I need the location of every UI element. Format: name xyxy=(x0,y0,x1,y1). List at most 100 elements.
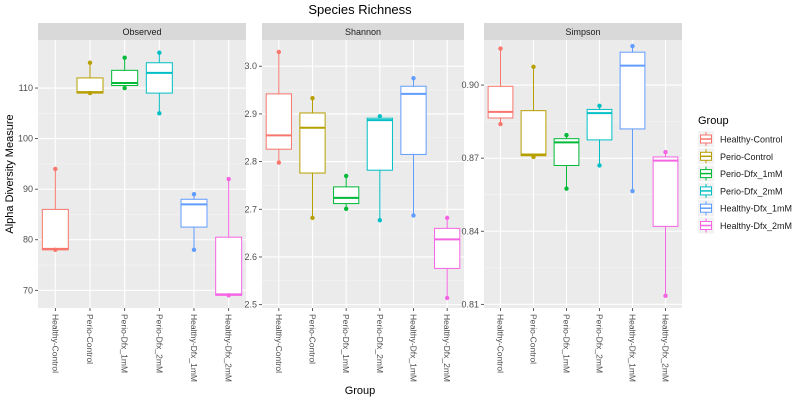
x-tick-label: Healthy-Dfx_2mM xyxy=(442,314,452,382)
data-point xyxy=(122,85,127,91)
y-tick-label: 90 xyxy=(23,184,33,194)
data-point xyxy=(191,192,197,197)
data-point xyxy=(597,103,602,108)
data-point xyxy=(310,215,315,221)
y-axis-label: Alpha Diversity Measure xyxy=(4,114,16,233)
data-point xyxy=(53,166,58,172)
panel-shannon: Shannon 2.5 2.6 2.7 2.8 2.9 3.0 Healthy-Control… xyxy=(244,23,464,382)
x-tick-label: Perio-Dfx_1mM xyxy=(120,314,130,373)
box-healthy-dfx_1mm xyxy=(180,192,208,253)
data-point xyxy=(411,213,416,218)
data-point xyxy=(597,163,602,168)
x-tick-label: Healthy-Control xyxy=(50,314,60,373)
y-tick-label: 110 xyxy=(19,83,33,93)
legend-item-perio-dfx_1mm: Perio-Dfx_1mM xyxy=(698,165,783,182)
panel-strip-label: Observed xyxy=(122,27,161,37)
box-body xyxy=(586,108,613,141)
data-point xyxy=(276,160,282,165)
data-point xyxy=(310,95,315,101)
legend-label: Perio-Dfx_1mM xyxy=(720,169,783,179)
x-axis-label: Group xyxy=(345,385,376,397)
panels-layer: Observed 70 80 90 100 110 Healthy-Control Perio… xyxy=(18,23,682,382)
panel-background xyxy=(262,40,464,308)
box-body xyxy=(145,62,173,94)
box-body xyxy=(520,110,547,157)
y-tick-label: 3.0 xyxy=(244,61,257,71)
box-healthy-control xyxy=(487,46,514,127)
box-body xyxy=(366,117,393,171)
x-tick-label: Perio-Dfx_2mM xyxy=(375,314,385,373)
data-point xyxy=(377,114,383,119)
y-tick-label: 2.6 xyxy=(244,252,257,262)
x-tick-label: Perio-Dfx_1mM xyxy=(562,314,572,373)
x-tick-label: Perio-Control xyxy=(85,314,95,364)
data-point xyxy=(191,247,197,253)
data-point xyxy=(531,154,536,160)
data-point xyxy=(564,186,569,191)
legend-item-perio-control: Perio-Control xyxy=(698,148,773,165)
box-perio-dfx_1mm xyxy=(333,173,360,212)
box-healthy-dfx_1mm xyxy=(400,75,427,218)
box-perio-control xyxy=(520,64,547,160)
data-point xyxy=(498,46,503,51)
box-healthy-dfx_2mm xyxy=(215,176,243,298)
box-body xyxy=(652,156,679,227)
y-tick-label: 0.81 xyxy=(461,299,479,309)
box-perio-control xyxy=(299,95,326,221)
box-body xyxy=(619,51,646,130)
legend-label: Perio-Dfx_2mM xyxy=(720,186,783,196)
legend-title: Group xyxy=(698,115,729,127)
box-perio-dfx_2mm xyxy=(366,114,393,223)
x-tick-label: Healthy-Control xyxy=(274,314,284,373)
y-tick-label: 0.87 xyxy=(461,153,479,163)
data-point xyxy=(87,60,93,65)
y-tick-label: 2.7 xyxy=(244,204,257,214)
x-tick-label: Perio-Dfx_2mM xyxy=(595,314,605,373)
legend-item-healthy-control: Healthy-Control xyxy=(698,131,783,147)
panel-strip xyxy=(262,23,464,40)
data-point xyxy=(157,50,162,55)
data-point xyxy=(343,206,349,212)
legend-label: Healthy-Dfx_1mM xyxy=(720,204,792,214)
data-point xyxy=(226,176,231,182)
box-body xyxy=(215,236,243,296)
x-tick-label: Perio-Control xyxy=(308,314,318,364)
panel-strip-label: Shannon xyxy=(345,27,381,37)
y-tick-label: 70 xyxy=(23,285,33,295)
box-body xyxy=(299,112,326,174)
box-body xyxy=(111,69,139,87)
chart-title: Species Richness xyxy=(308,2,412,17)
panel-strip xyxy=(484,23,682,40)
data-point xyxy=(444,295,450,301)
x-tick-label: Healthy-Dfx_2mM xyxy=(661,314,671,382)
data-point xyxy=(87,90,93,96)
x-tick-label: Perio-Control xyxy=(529,314,539,364)
box-perio-dfx_1mm xyxy=(111,55,139,91)
y-tick-label: 0.90 xyxy=(461,80,479,90)
box-body xyxy=(487,85,514,119)
data-point xyxy=(411,75,416,81)
panel-strip xyxy=(38,23,246,40)
legend: Group Healthy-Control Perio-Control Perio-… xyxy=(698,115,792,234)
data-point xyxy=(377,218,383,223)
y-tick-label: 80 xyxy=(23,235,33,245)
y-tick-label: 100 xyxy=(18,134,33,144)
legend-label: Healthy-Control xyxy=(720,135,783,145)
panel-observed: Observed 70 80 90 100 110 Healthy-Control Perio… xyxy=(18,23,246,382)
y-tick-label: 0.84 xyxy=(461,226,479,236)
data-point xyxy=(53,247,58,253)
data-point xyxy=(226,293,231,298)
data-point xyxy=(630,43,635,49)
data-point xyxy=(531,64,536,70)
x-tick-label: Healthy-Control xyxy=(496,314,506,373)
data-point xyxy=(343,173,349,179)
box-healthy-control xyxy=(41,166,69,253)
x-tick-label: Perio-Dfx_1mM xyxy=(341,314,351,373)
box-healthy-dfx_2mm xyxy=(652,149,679,299)
x-tick-label: Healthy-Dfx_1mM xyxy=(189,314,199,382)
panel-background xyxy=(38,40,246,308)
box-body xyxy=(333,186,360,205)
x-tick-label: Healthy-Dfx_2mM xyxy=(224,314,234,382)
data-point xyxy=(444,215,450,221)
